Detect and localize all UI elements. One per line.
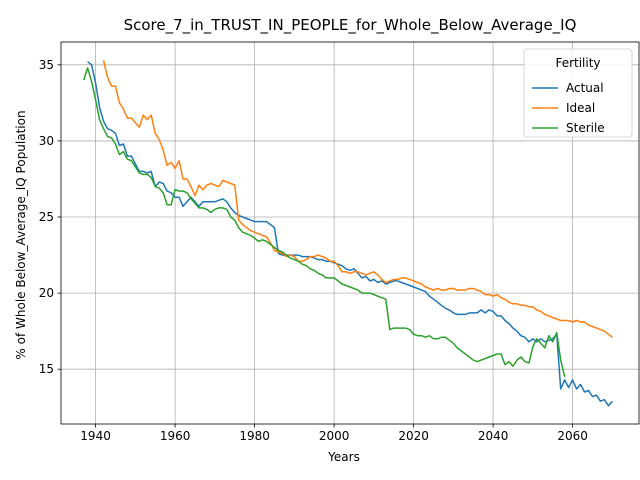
x-axis-label: Years — [327, 450, 360, 464]
y-tick-label: 15 — [39, 362, 54, 376]
plot-frame — [60, 41, 640, 425]
grid-lines — [61, 42, 639, 424]
x-tick-label: 2000 — [319, 429, 350, 443]
y-tick-label: 25 — [39, 210, 54, 224]
y-tick-label: 30 — [39, 134, 54, 148]
series-lines — [82, 60, 613, 407]
x-tick-label: 1980 — [239, 429, 270, 443]
x-tick-label: 2060 — [557, 429, 588, 443]
legend-title: Fertility — [555, 56, 600, 70]
x-tick-label: 2020 — [398, 429, 429, 443]
series-line-sterile — [82, 67, 566, 377]
axis-ticks: 1940 1960 1980 2000 2020 2040 2060 15 20 25 30 35 — [39, 58, 588, 443]
series-line-actual — [87, 61, 613, 407]
y-tick-label: 20 — [39, 286, 54, 300]
x-tick-label: 1940 — [80, 429, 111, 443]
chart-title: Score_7_in_TRUST_IN_PEOPLE_for_Whole_Bel… — [124, 16, 577, 35]
series-line-ideal — [102, 60, 613, 338]
legend-box — [523, 48, 633, 138]
y-axis-label: % of Whole Below_Average_IQ Population — [14, 110, 28, 359]
legend-label-sterile: Sterile — [566, 121, 605, 135]
x-tick-label: 1960 — [160, 429, 191, 443]
x-tick-label: 2040 — [478, 429, 509, 443]
legend: Fertility Actual Ideal Sterile — [523, 48, 633, 138]
legend-label-actual: Actual — [566, 81, 604, 95]
legend-label-ideal: Ideal — [566, 101, 595, 115]
y-tick-label: 35 — [39, 58, 54, 72]
